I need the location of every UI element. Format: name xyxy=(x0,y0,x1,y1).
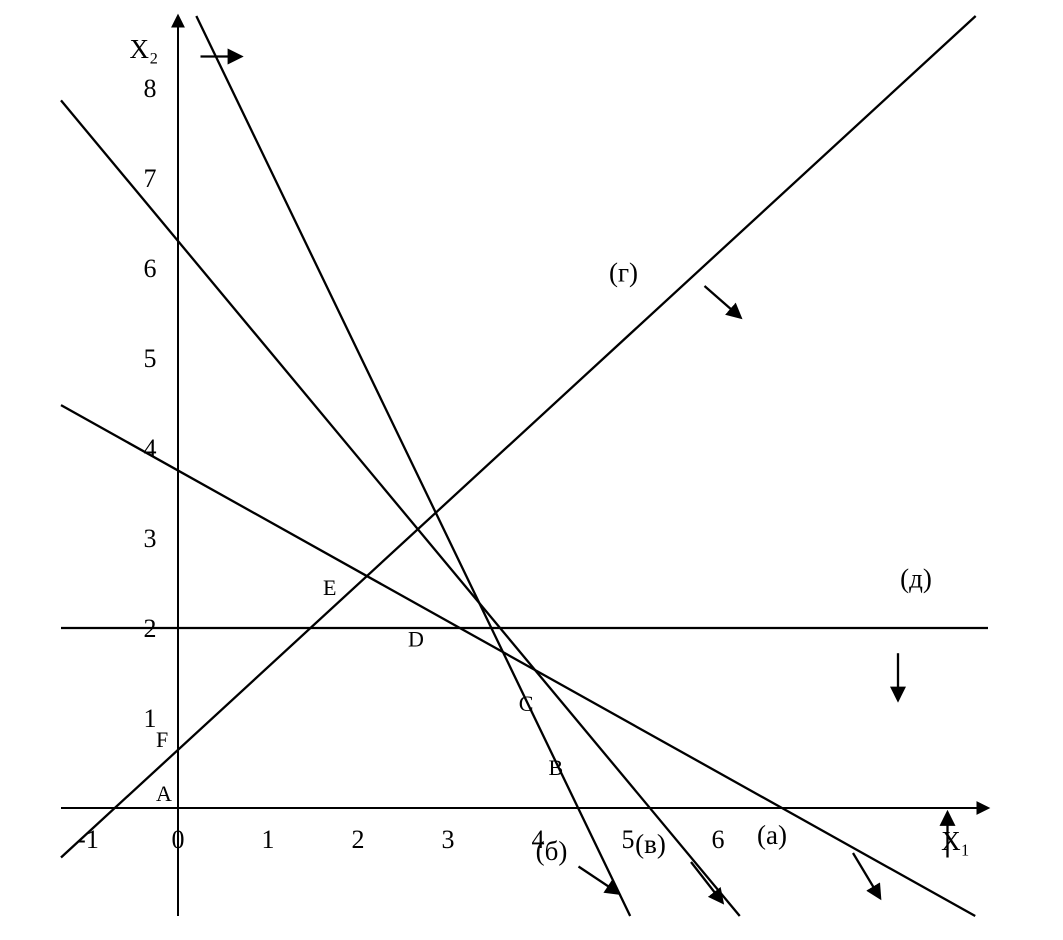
constraint-label-v: (в) xyxy=(635,829,666,859)
y-tick-label: 6 xyxy=(144,254,157,283)
vertex-label-C: C xyxy=(519,691,534,716)
constraint-label-b: (б) xyxy=(536,836,568,866)
vertex-label-E: E xyxy=(323,575,336,600)
vertex-label-D: D xyxy=(408,627,424,652)
constraint-line-a xyxy=(61,405,975,916)
x-tick-label: 2 xyxy=(352,825,365,854)
y-tick-label: 5 xyxy=(144,344,157,373)
constraint-line-b xyxy=(196,16,630,916)
vertex-label-B: B xyxy=(549,755,564,780)
y-tick-label: 7 xyxy=(144,164,157,193)
y-tick-label: 1 xyxy=(144,704,157,733)
x-tick-label: 1 xyxy=(262,825,275,854)
y-tick-label: 8 xyxy=(144,74,157,103)
x-tick-label: 0 xyxy=(172,825,185,854)
x-tick-label: 6 xyxy=(712,825,725,854)
constraint-label-g: (г) xyxy=(609,258,638,288)
x-axis-label: X₁ xyxy=(941,826,970,856)
direction-arrow-v xyxy=(691,862,723,903)
constraint-label-a: (а) xyxy=(757,820,787,850)
constraint-label-d: (д) xyxy=(900,564,932,594)
vertex-label-F: F xyxy=(156,727,168,752)
y-axis-label: X₂ xyxy=(130,34,159,64)
constraint-line-g xyxy=(61,16,976,858)
vertex-label-A: A xyxy=(156,781,172,806)
y-tick-label: 3 xyxy=(144,524,157,553)
x-tick-label: 5 xyxy=(622,825,635,854)
direction-arrow-g xyxy=(705,286,741,318)
linear-programming-plot: X₁X₂-1012345612345678(а)(б)(в)(г)(д)ABCD… xyxy=(0,0,1063,940)
x-tick-label: 3 xyxy=(442,825,455,854)
